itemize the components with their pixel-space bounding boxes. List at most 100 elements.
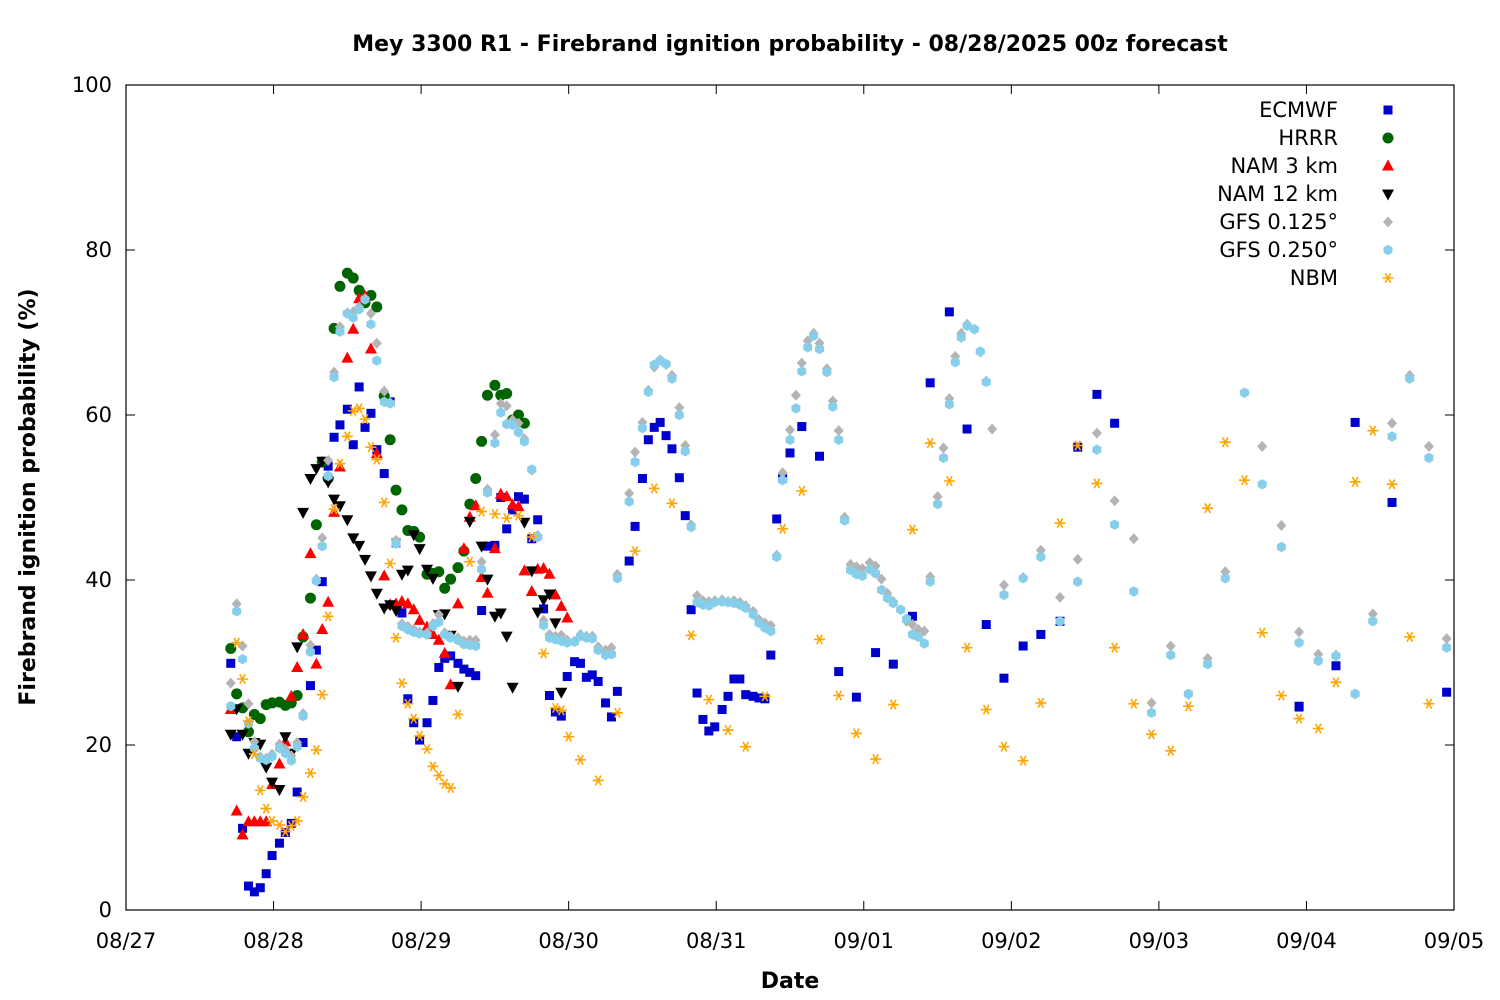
data-point	[445, 782, 457, 794]
data-point	[335, 326, 345, 337]
data-point	[370, 588, 383, 600]
data-point	[427, 761, 439, 772]
data-point	[1035, 544, 1046, 556]
data-point	[298, 738, 308, 748]
data-point	[1368, 616, 1378, 627]
data-point	[998, 741, 1010, 752]
data-point	[512, 500, 525, 512]
data-point	[748, 691, 758, 701]
data-point	[305, 681, 315, 691]
data-point	[477, 606, 487, 616]
data-point	[592, 775, 604, 786]
data-point	[797, 366, 807, 377]
data-point	[796, 485, 808, 497]
data-point	[932, 491, 943, 503]
data-point	[833, 425, 844, 437]
data-point	[248, 748, 260, 760]
data-point	[322, 611, 334, 622]
data-point	[464, 556, 476, 568]
data-point	[655, 417, 665, 427]
data-point	[961, 642, 973, 653]
data-point	[415, 735, 425, 745]
data-point	[607, 649, 616, 660]
data-point	[403, 694, 413, 704]
data-point	[906, 524, 918, 535]
data-point	[624, 556, 634, 566]
data-point	[925, 576, 935, 587]
axis-ticks: 08/27 08/28 08/29 08/30 08/31 09/01 09/02 09/03…	[72, 73, 1484, 953]
data-point	[1182, 701, 1194, 712]
plot-frame	[125, 84, 1455, 911]
data-point	[1330, 677, 1342, 688]
data-point	[637, 474, 647, 484]
data-point	[348, 440, 358, 450]
data-point	[735, 674, 745, 684]
data-point	[969, 324, 979, 335]
data-point	[323, 461, 333, 471]
data-point	[333, 501, 346, 513]
data-point	[722, 724, 734, 736]
legend-label: NBM	[1290, 266, 1338, 290]
data-point	[857, 570, 867, 582]
data-point	[305, 639, 316, 651]
data-point	[328, 494, 341, 506]
data-point	[292, 787, 302, 797]
data-point	[364, 571, 377, 583]
data-point	[481, 574, 494, 586]
data-point	[643, 386, 653, 398]
data-point	[298, 710, 308, 722]
data-point	[601, 698, 611, 708]
data-point	[666, 498, 678, 509]
data-point	[360, 294, 370, 305]
data-point	[555, 705, 567, 716]
data-point	[834, 434, 844, 445]
data-point	[814, 634, 826, 645]
data-point	[815, 451, 825, 461]
data-point	[637, 423, 647, 434]
data-point	[488, 611, 501, 623]
data-point	[539, 604, 549, 614]
data-point	[440, 653, 450, 663]
data-point	[402, 698, 414, 709]
data-point	[317, 577, 327, 587]
data-point	[297, 507, 310, 519]
data-point	[347, 272, 359, 284]
data-point	[606, 642, 617, 654]
data-point	[316, 623, 329, 634]
data-point	[316, 689, 328, 700]
data-point	[311, 575, 321, 586]
x-tick-label: 09/01	[834, 929, 895, 953]
data-point	[527, 534, 537, 544]
data-point	[366, 319, 376, 330]
data-point	[575, 658, 585, 668]
data-point	[310, 464, 323, 476]
data-point	[1238, 475, 1250, 486]
data-point	[489, 508, 501, 520]
data-point	[365, 442, 377, 453]
data-point	[1312, 723, 1324, 734]
x-tick-label: 09/02	[981, 929, 1042, 953]
data-point	[433, 609, 444, 621]
data-point	[796, 357, 807, 369]
data-point	[384, 558, 396, 569]
data-point	[913, 631, 923, 643]
data-point	[353, 284, 365, 296]
data-point	[538, 648, 550, 659]
data-point	[871, 568, 881, 579]
data-point	[347, 322, 360, 334]
data-point	[483, 487, 492, 498]
data-point	[1036, 629, 1046, 639]
data-point	[483, 541, 493, 551]
data-point	[1092, 444, 1102, 455]
data-point	[791, 403, 801, 414]
data-point	[243, 881, 253, 891]
data-point	[267, 851, 277, 861]
data-point	[975, 346, 985, 357]
data-point	[1091, 427, 1102, 439]
data-point	[549, 618, 562, 630]
data-point	[1202, 503, 1214, 514]
data-point	[692, 688, 702, 698]
data-point	[766, 650, 776, 660]
data-point	[513, 492, 523, 502]
